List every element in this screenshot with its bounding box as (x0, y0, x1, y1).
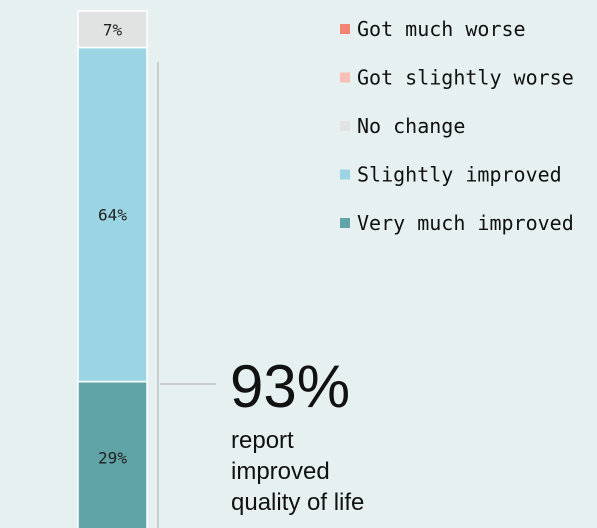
data-label: 64% (98, 206, 127, 225)
legend-swatch (340, 121, 350, 131)
legend-swatch (340, 72, 350, 83)
legend-swatch (340, 169, 350, 180)
annotation-line: improved (231, 458, 330, 485)
annotation-headline: 93% (230, 353, 350, 420)
legend-label: Very much improved (357, 211, 574, 235)
legend-label: Got much worse (357, 17, 526, 41)
legend-swatch (340, 24, 350, 34)
annotation-line: report (231, 427, 294, 454)
legend-label: Got slightly worse (357, 66, 574, 90)
legend-label: No change (357, 114, 465, 138)
annotation-line: quality of life (231, 489, 364, 516)
legend-label: Slightly improved (357, 163, 562, 187)
data-label: 7% (103, 20, 123, 39)
legend-swatch (340, 218, 350, 228)
bar-segment (77, 46, 148, 383)
bar-segment (77, 10, 148, 49)
data-label: 29% (98, 448, 127, 467)
bar-segment (77, 380, 148, 528)
